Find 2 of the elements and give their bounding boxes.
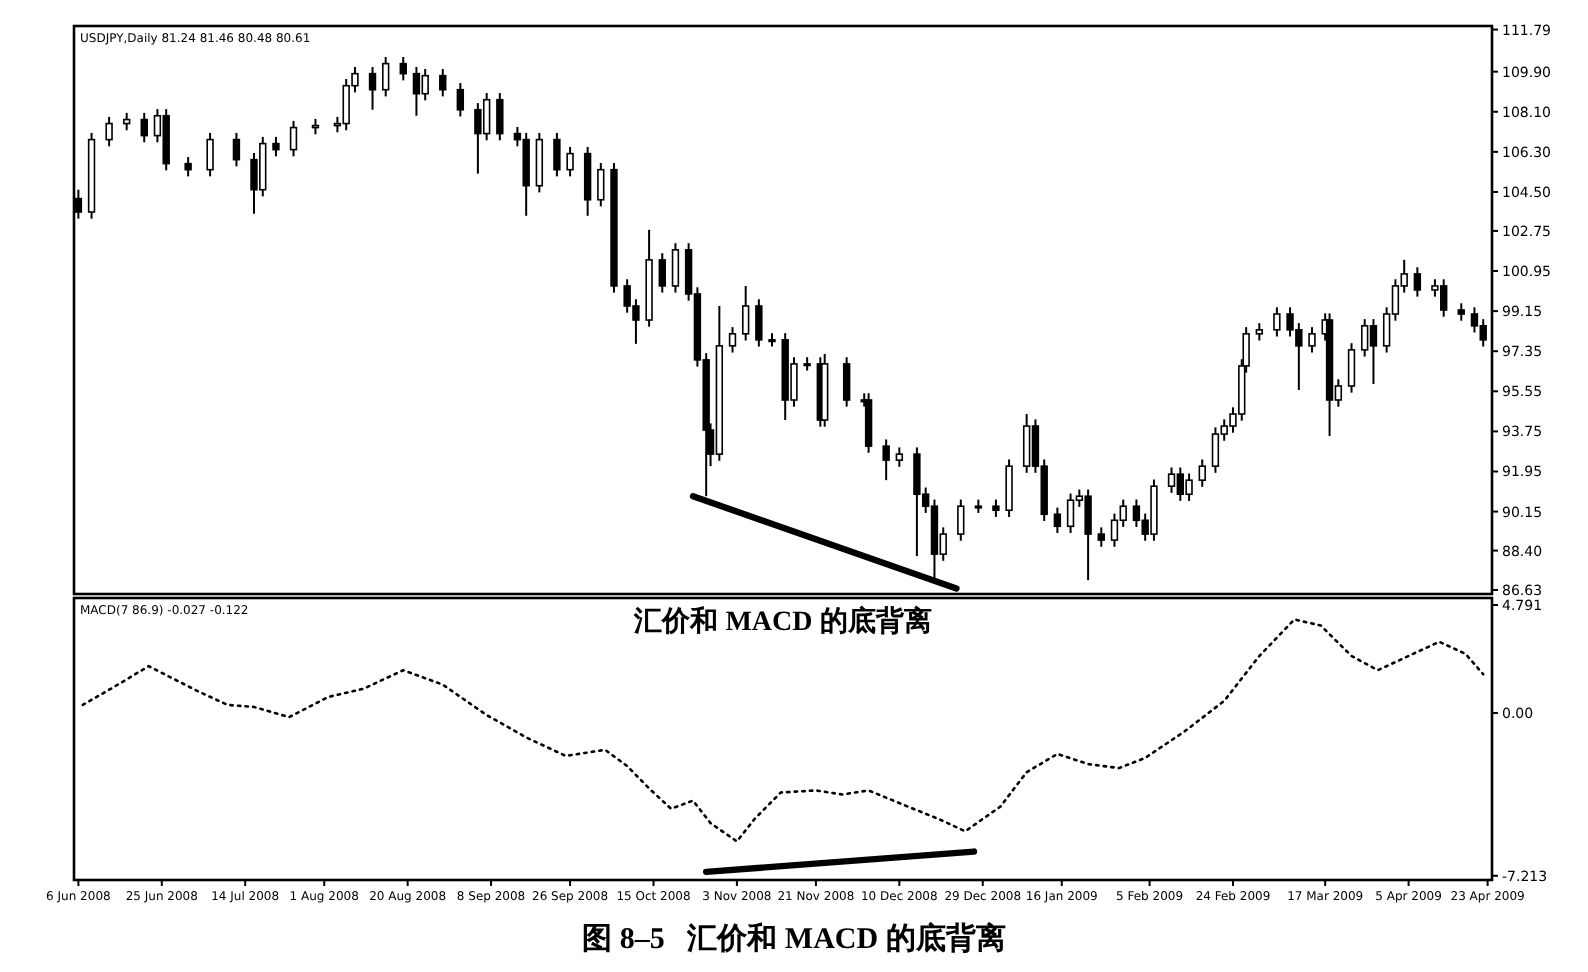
annotation: 汇价和 MACD 的底背离 [632,604,932,638]
text: 图 8–5 汇价和 MACD 的底背离 [582,920,1006,956]
